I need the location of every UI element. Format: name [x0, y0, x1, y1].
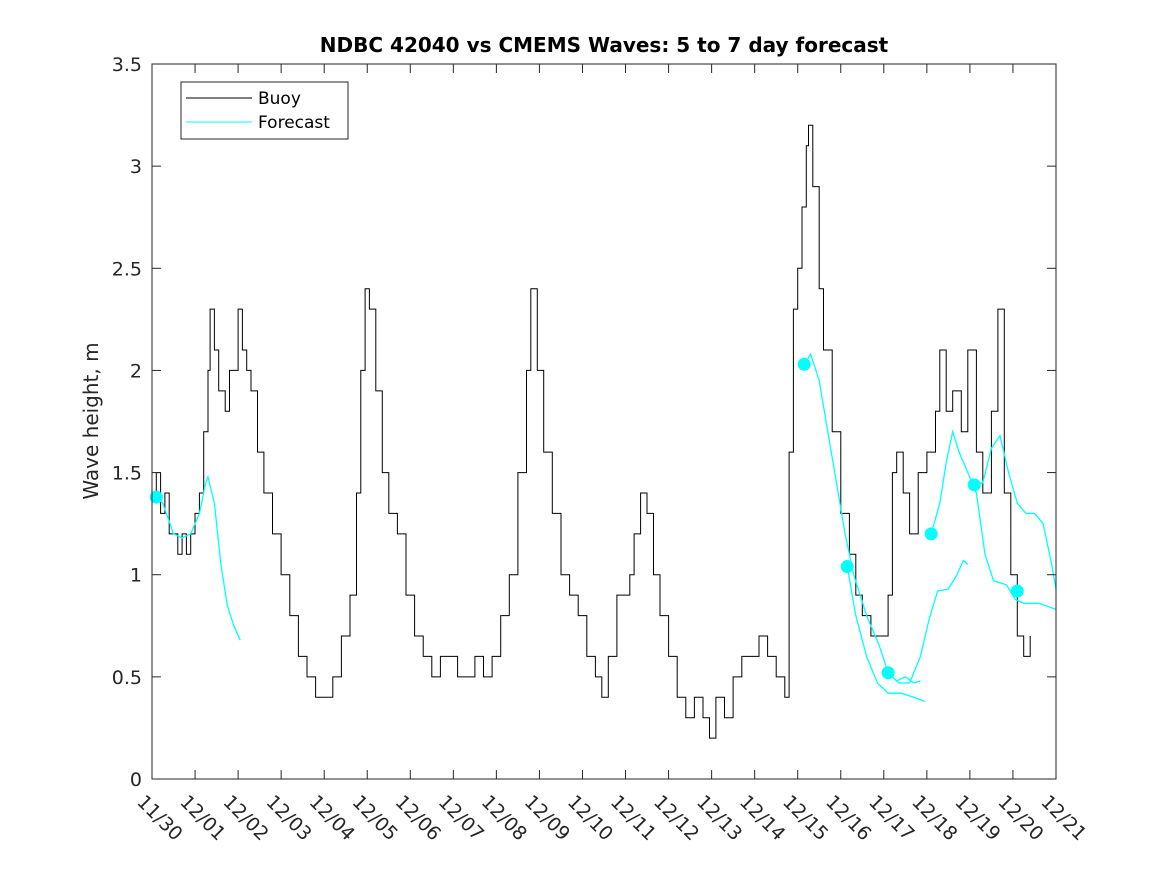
legend-buoy-label: Buoy: [258, 89, 301, 109]
y-tick-label: 0: [130, 769, 142, 791]
forecast-start-marker: [967, 478, 981, 492]
y-tick-label: 1.5: [112, 463, 142, 485]
y-tick-label: 3: [130, 156, 142, 178]
legend: Buoy Forecast: [180, 81, 349, 140]
forecast-start-marker: [924, 527, 938, 541]
y-axis: 0 0.5 1 1.5 2 2.5 3 3.5: [112, 54, 1056, 791]
legend-box: [180, 81, 349, 140]
y-tick-label: 3.5: [112, 54, 142, 76]
plot-frame: [151, 63, 1057, 780]
forecast-series-layer: [155, 352, 1057, 703]
forecast-segment-line: [803, 352, 921, 684]
plot-area: 00.511.522.533.5 11/3012/0112/0212/0312/…: [112, 54, 1091, 845]
buoy-series-layer: [152, 124, 1031, 739]
forecast-segment-line: [930, 429, 1057, 611]
forecast-start-marker: [881, 666, 895, 680]
forecast-start-marker: [149, 490, 163, 504]
forecast-segment-line: [887, 559, 969, 684]
forecast-segment-line: [974, 434, 1057, 590]
y-tick-label: 1: [130, 565, 142, 587]
y-tick-label: 2.5: [112, 258, 142, 280]
buoy-series-line: [152, 124, 1031, 739]
forecast-start-marker: [1010, 584, 1024, 598]
chart-title: NDBC 42040 vs CMEMS Waves: 5 to 7 day fo…: [320, 33, 889, 57]
forecast-segment-line: [846, 566, 925, 703]
forecast-segment-line: [155, 474, 241, 641]
forecast-start-marker: [797, 357, 811, 371]
y-axis-label: Wave height, m: [79, 342, 103, 499]
plot-background: [152, 64, 1056, 779]
forecast-start-marker: [840, 560, 854, 574]
y-tick-label: 2: [130, 360, 142, 382]
forecast-marker-layer: [149, 357, 1024, 680]
legend-forecast-label: Forecast: [258, 113, 330, 133]
y-tick-label: 0.5: [112, 667, 142, 689]
